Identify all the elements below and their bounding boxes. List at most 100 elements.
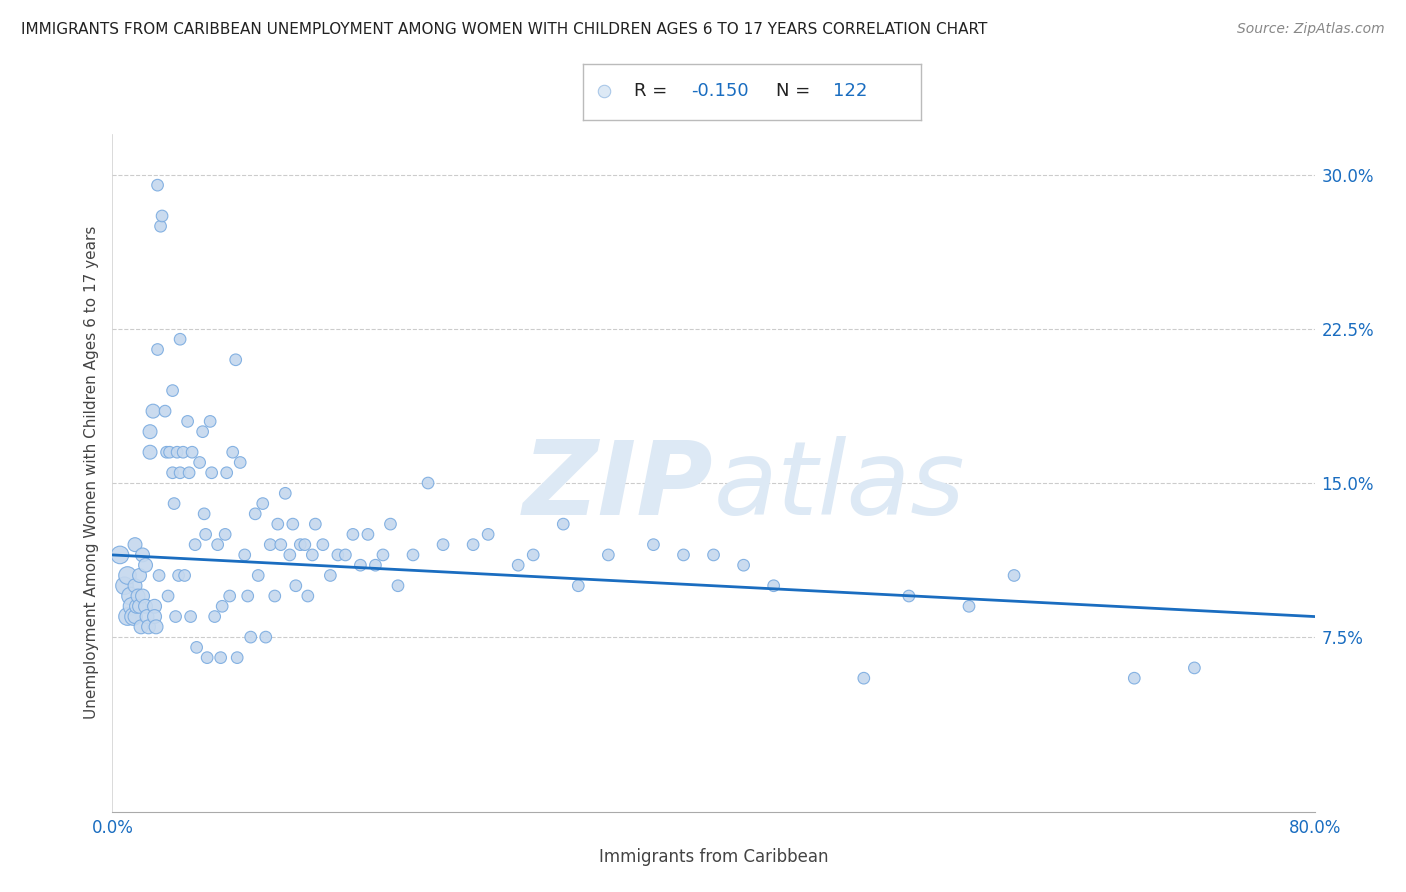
Point	[146, 343, 169, 357]
Point	[108, 548, 131, 562]
Point	[319, 568, 342, 582]
Point	[349, 558, 371, 573]
Text: -0.150: -0.150	[692, 82, 749, 100]
Point	[169, 466, 191, 480]
Point	[259, 538, 281, 552]
Point	[270, 538, 292, 552]
Point	[150, 209, 173, 223]
Point	[124, 609, 146, 624]
Point	[148, 568, 170, 582]
Point	[643, 538, 665, 552]
Point	[477, 527, 499, 541]
Point	[166, 445, 188, 459]
Point	[167, 568, 190, 582]
Point	[173, 568, 195, 582]
Point	[301, 548, 323, 562]
Point	[267, 517, 290, 532]
Point	[252, 497, 274, 511]
Point	[198, 414, 221, 428]
Point	[193, 507, 215, 521]
Point	[402, 548, 425, 562]
Point	[236, 589, 259, 603]
Point	[128, 568, 150, 582]
Point	[145, 620, 167, 634]
Point	[127, 589, 149, 603]
Point	[209, 650, 232, 665]
Point	[188, 455, 211, 469]
Point	[304, 517, 326, 532]
Text: R =: R =	[634, 82, 673, 100]
Point	[364, 558, 387, 573]
Point	[139, 425, 162, 439]
Point	[416, 476, 439, 491]
Point	[169, 332, 191, 346]
Text: ZIP: ZIP	[523, 436, 713, 537]
Point	[233, 548, 256, 562]
Point	[592, 84, 614, 98]
Point	[335, 548, 357, 562]
Point	[165, 609, 187, 624]
Point	[179, 466, 201, 480]
Point	[136, 609, 159, 624]
Text: atlas: atlas	[713, 436, 965, 536]
Point	[143, 599, 166, 614]
Y-axis label: Unemployment Among Women with Children Ages 6 to 17 years: Unemployment Among Women with Children A…	[83, 226, 98, 720]
Point	[1123, 671, 1146, 685]
Point	[312, 538, 335, 552]
Point	[342, 527, 364, 541]
Point	[162, 466, 184, 480]
Point	[162, 384, 184, 398]
Point	[281, 517, 304, 532]
Point	[672, 548, 695, 562]
Point	[157, 589, 180, 603]
Point	[143, 609, 166, 624]
Point	[508, 558, 530, 573]
Text: Source: ZipAtlas.com: Source: ZipAtlas.com	[1237, 22, 1385, 37]
Point	[181, 445, 204, 459]
Point	[1184, 661, 1206, 675]
Point	[120, 589, 142, 603]
Point	[274, 486, 297, 500]
Point	[553, 517, 575, 532]
Point	[124, 538, 146, 552]
Point	[180, 609, 202, 624]
X-axis label: Immigrants from Caribbean: Immigrants from Caribbean	[599, 847, 828, 866]
Point	[117, 609, 139, 624]
Point	[380, 517, 402, 532]
Point	[387, 579, 409, 593]
Point	[135, 558, 157, 573]
Point	[897, 589, 920, 603]
Point	[172, 445, 194, 459]
Text: N =: N =	[776, 82, 815, 100]
Point	[139, 445, 162, 459]
Point	[263, 589, 285, 603]
Point	[128, 599, 150, 614]
Point	[1002, 568, 1025, 582]
Point	[186, 640, 208, 655]
Point	[245, 507, 267, 521]
Point	[176, 414, 198, 428]
Point	[122, 609, 145, 624]
Point	[207, 538, 229, 552]
Point	[461, 538, 484, 552]
Point	[357, 527, 380, 541]
Point	[121, 599, 143, 614]
Point	[194, 527, 217, 541]
Point	[149, 219, 172, 234]
Point	[598, 548, 620, 562]
Point	[191, 425, 214, 439]
Point	[218, 589, 240, 603]
Point	[201, 466, 224, 480]
Point	[131, 589, 153, 603]
Point	[957, 599, 980, 614]
Point	[184, 538, 207, 552]
Text: 122: 122	[834, 82, 868, 100]
Point	[762, 579, 785, 593]
Point	[125, 599, 148, 614]
Point	[522, 548, 544, 562]
Point	[204, 609, 226, 624]
Point	[326, 548, 349, 562]
Text: IMMIGRANTS FROM CARIBBEAN UNEMPLOYMENT AMONG WOMEN WITH CHILDREN AGES 6 TO 17 YE: IMMIGRANTS FROM CARIBBEAN UNEMPLOYMENT A…	[21, 22, 987, 37]
Point	[135, 599, 157, 614]
Point	[222, 445, 245, 459]
